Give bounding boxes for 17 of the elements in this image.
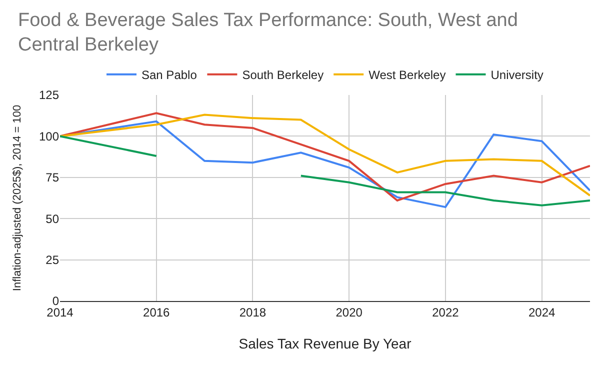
legend-label: West Berkeley bbox=[368, 68, 446, 82]
y-tick-label: 75 bbox=[46, 170, 60, 185]
y-tick-label: 125 bbox=[38, 88, 60, 102]
y-tick-label: 50 bbox=[46, 212, 60, 226]
y-axis-title: Inflation-adjusted (2025$), 2014 = 100 bbox=[12, 104, 24, 292]
y-tick-label: 25 bbox=[46, 253, 60, 267]
chart-title: Food & Beverage Sales Tax Performance: South, West and Central Berkeley bbox=[18, 10, 518, 56]
x-tick-label: 2016 bbox=[143, 305, 170, 320]
x-axis-title: Sales Tax Revenue By Year bbox=[238, 336, 412, 352]
x-tick-label: 2022 bbox=[432, 305, 460, 320]
x-tick-label: 2020 bbox=[336, 305, 363, 320]
y-tick-label: 100 bbox=[38, 129, 60, 144]
legend-label: University bbox=[490, 68, 544, 82]
x-tick-label: 2018 bbox=[239, 305, 266, 320]
legend-label: San Pablo bbox=[142, 68, 198, 82]
x-tick-label: 2024 bbox=[528, 305, 556, 320]
legend-label: South Berkeley bbox=[242, 68, 324, 82]
